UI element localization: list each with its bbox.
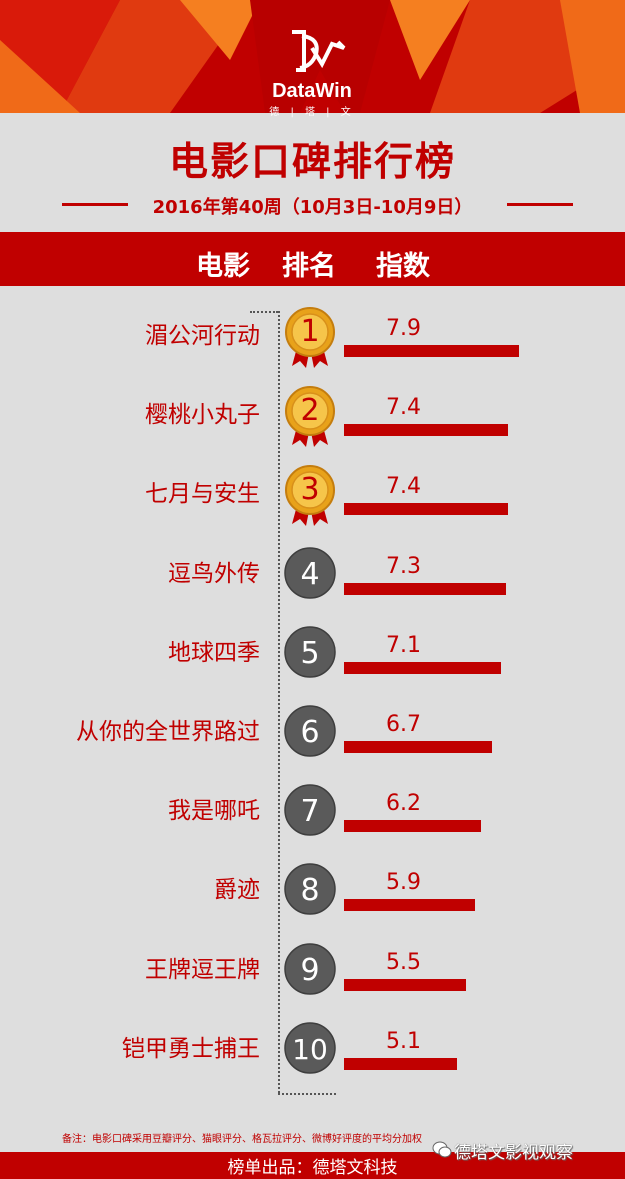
dotted-bracket-vertical (278, 311, 280, 1093)
score-label: 7.3 (386, 553, 421, 579)
gold-medal-icon: 2 (285, 386, 335, 448)
movie-name: 樱桃小丸子 (145, 402, 260, 429)
rank-badge: 10 (284, 1022, 336, 1074)
rank-badge: 4 (284, 546, 336, 599)
column-header-movie: 电影 (196, 251, 250, 282)
dotted-bracket-bottom (278, 1093, 336, 1095)
score-bar (344, 661, 501, 674)
score-bar (344, 820, 481, 833)
page-subtitle: 2016年第40周（10月3日-10月9日） (152, 197, 473, 218)
score-bar (344, 424, 508, 437)
rank-number: 5 (300, 636, 319, 671)
rank-number: 1 (300, 314, 319, 349)
score-bar (344, 899, 475, 912)
score-label: 6.7 (386, 712, 421, 737)
gold-medal-icon: 1 (285, 307, 335, 368)
movie-name: 从你的全世界路过 (76, 719, 260, 745)
footer-credit: 榜单出品：德塔文科技 (227, 1158, 398, 1178)
wechat-icon (432, 1141, 452, 1158)
score-label: 7.9 (386, 316, 421, 341)
rank-badge: 9 (284, 942, 336, 995)
column-header-bar (0, 232, 625, 286)
movie-name: 我是哪吒 (168, 798, 260, 825)
title-rule-left (62, 203, 128, 206)
score-label: 7.4 (386, 395, 421, 421)
score-bar (344, 741, 492, 753)
score-bar (344, 582, 506, 595)
title-rule-right (507, 203, 573, 206)
score-label: 5.9 (386, 870, 421, 896)
rank-badge: 8 (284, 863, 336, 916)
score-bar (344, 978, 466, 991)
rank-number: 3 (300, 472, 319, 507)
datawin-logo-icon (292, 30, 346, 72)
movie-name: 逗鸟外传 (168, 560, 260, 587)
score-label: 7.1 (386, 632, 421, 658)
score-bar (344, 503, 508, 516)
footnote: 备注：电影口碑采用豆瓣评分、猫眼评分、格瓦拉评分、微博好评度的平均分加权 (62, 1134, 422, 1145)
score-label: 6.2 (386, 791, 421, 817)
wechat-watermark-text: 德塔文影视观察 (454, 1143, 573, 1163)
rank-number: 9 (300, 953, 319, 988)
score-bar (344, 1057, 457, 1070)
movie-name: 地球四季 (168, 639, 260, 666)
movie-name: 铠甲勇士捕王 (122, 1035, 260, 1062)
rank-number: 7 (300, 794, 319, 829)
movie-name: 爵迹 (214, 877, 260, 904)
rank-number: 4 (300, 557, 319, 592)
wechat-watermark: 德塔文影视观察 (432, 1138, 622, 1163)
score-label: 5.1 (386, 1028, 421, 1054)
rank-number: 10 (292, 1033, 328, 1066)
score-label: 5.5 (386, 949, 421, 975)
rank-number: 8 (300, 873, 319, 908)
rank-badge: 5 (284, 626, 336, 678)
movie-name: 湄公河行动 (145, 323, 260, 349)
rank-number: 6 (300, 715, 319, 750)
rank-number: 2 (300, 393, 319, 428)
score-label: 7.4 (386, 474, 421, 500)
gold-medal-icon: 3 (285, 465, 335, 527)
datawin-logo: DataWin 德 | 塔 | 文 (262, 14, 362, 118)
page-title: 电影口碑排行榜 (168, 140, 456, 185)
footer-bar (0, 1152, 625, 1179)
movie-name: 王牌逗王牌 (145, 956, 260, 983)
brand-name: DataWin (272, 80, 352, 102)
header-banner (0, 0, 625, 113)
brand-subtitle: 德 | 塔 | 文 (269, 107, 355, 118)
rank-badge: 7 (284, 784, 336, 836)
column-header-rank: 排名 (282, 251, 336, 282)
score-bar (344, 345, 519, 357)
column-header-index: 指数 (376, 251, 430, 282)
dotted-bracket-top (250, 311, 278, 313)
rank-badge: 6 (284, 705, 336, 757)
movie-name: 七月与安生 (145, 481, 260, 508)
